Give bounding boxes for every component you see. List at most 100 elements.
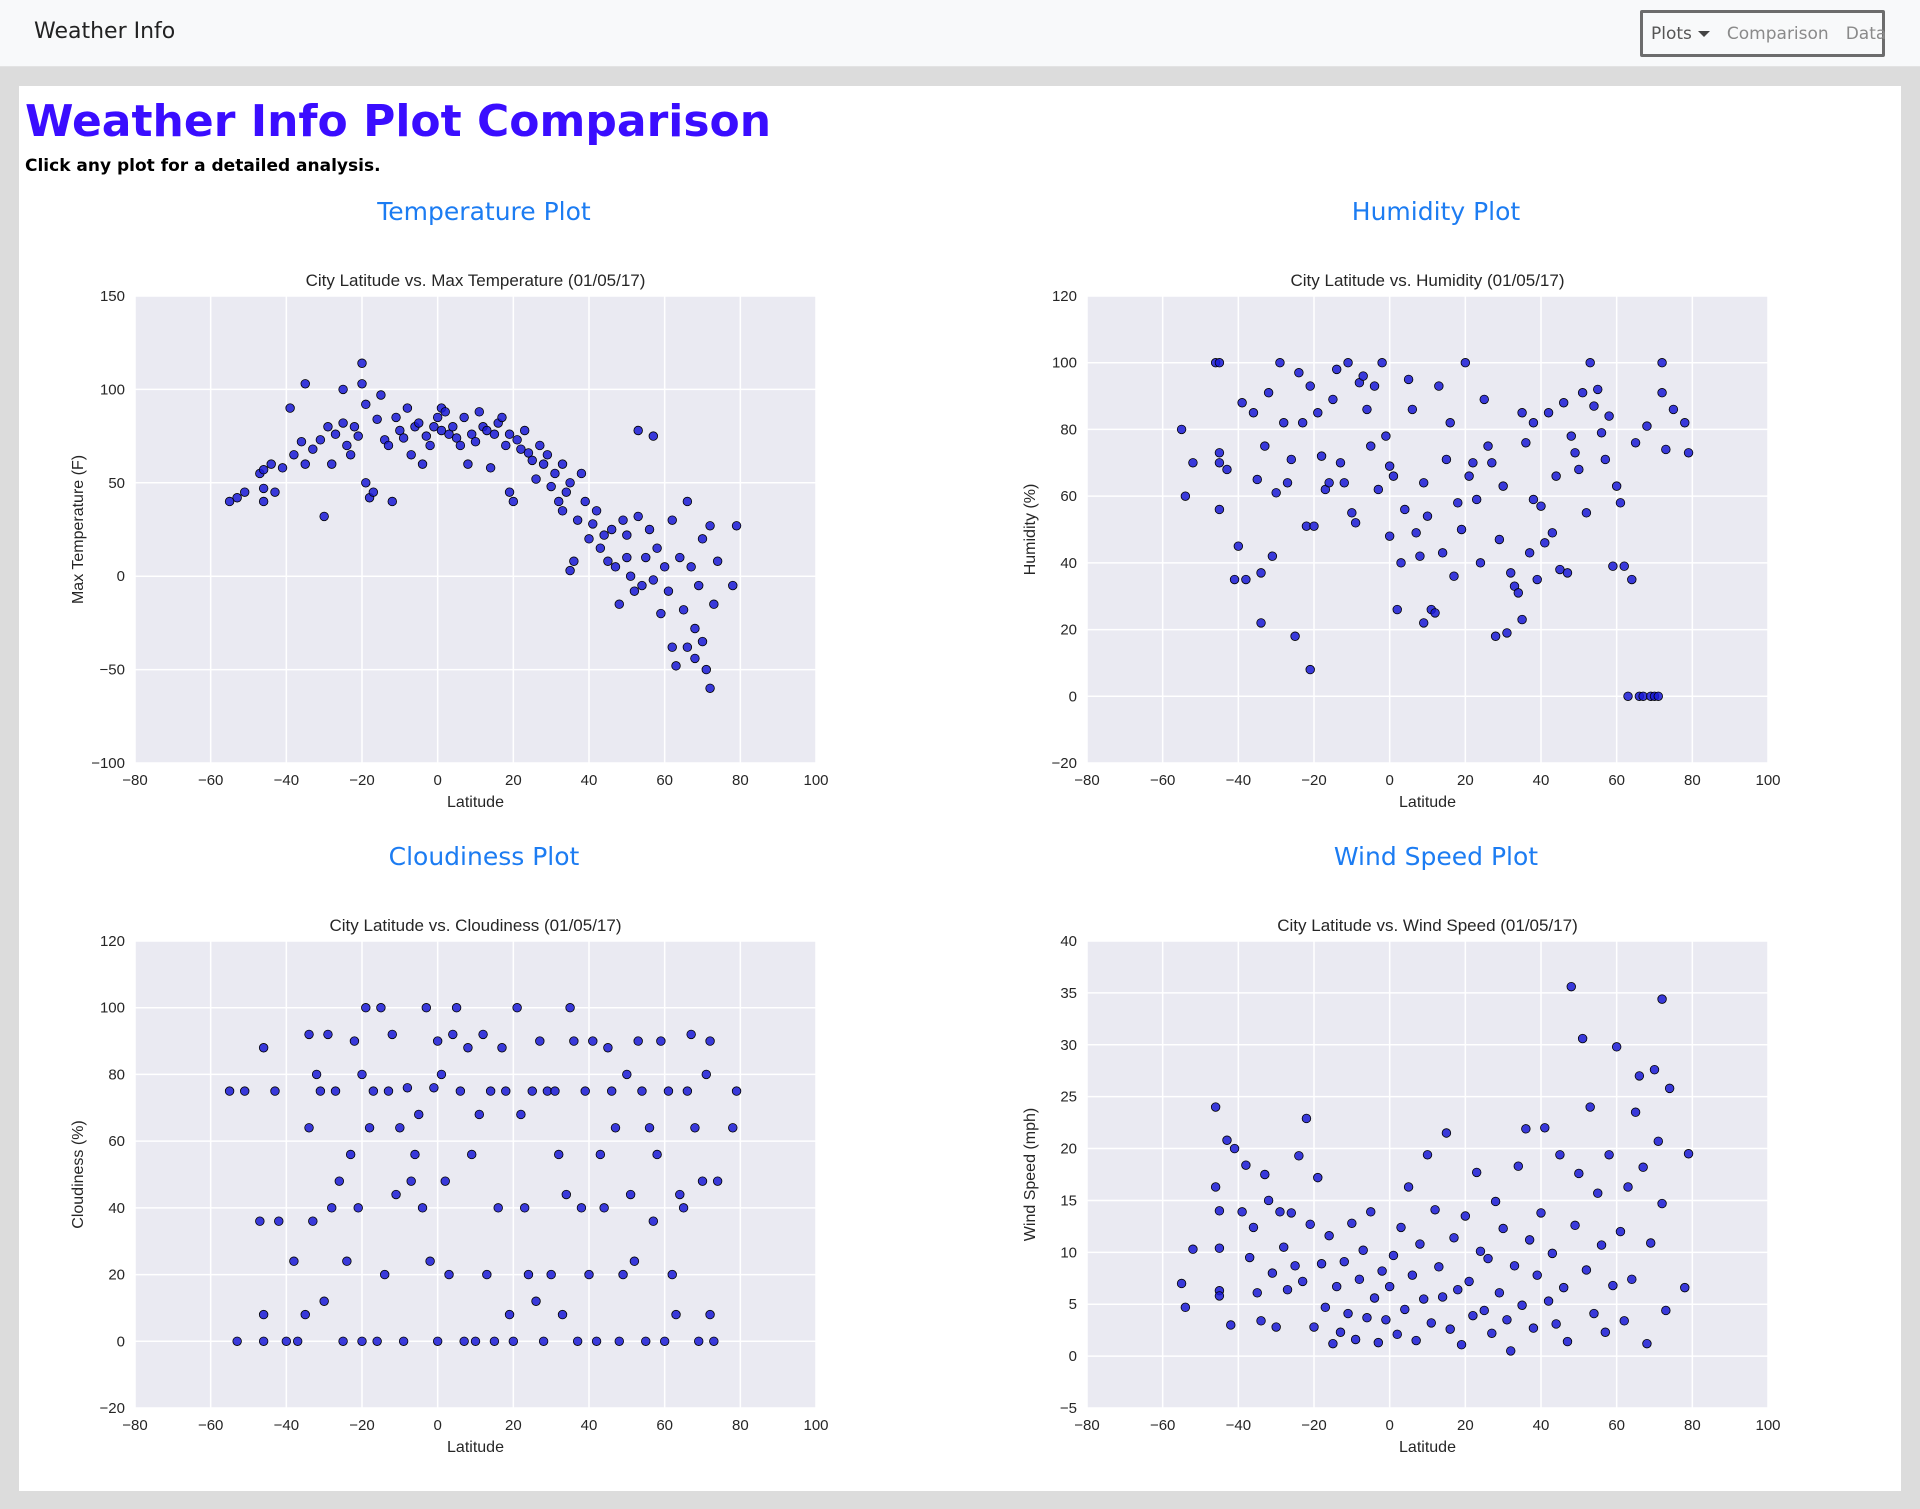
data-point: [1464, 471, 1474, 481]
data-point: [607, 1086, 617, 1096]
data-point: [535, 440, 545, 451]
data-point: [1589, 401, 1599, 411]
data-point: [1210, 1102, 1221, 1112]
nav-comparison-link[interactable]: Comparison: [1726, 23, 1829, 44]
humidity-plot-heading[interactable]: Humidity Plot: [1351, 197, 1521, 226]
data-point: [1309, 1322, 1319, 1332]
cloudiness-plot-heading[interactable]: Cloudiness Plot: [388, 842, 580, 871]
data-point: [436, 1069, 447, 1080]
data-point: [546, 481, 556, 492]
data-point: [417, 1203, 428, 1213]
data-point: [516, 1109, 526, 1120]
data-point: [584, 1269, 594, 1280]
brand-link[interactable]: Weather Info: [34, 19, 176, 44]
data-point: [1600, 454, 1611, 465]
data-point: [1290, 1261, 1300, 1271]
data-point: [482, 1269, 492, 1280]
data-point: [1407, 1270, 1418, 1280]
data-point: [1301, 1113, 1312, 1124]
data-point: [1366, 441, 1376, 451]
data-point: [538, 459, 549, 469]
x-axis-label: Latitude: [1399, 794, 1456, 811]
data-point: [1585, 1102, 1595, 1112]
data-point: [334, 1176, 345, 1186]
data-point: [565, 565, 575, 576]
data-point: [663, 586, 674, 596]
nav-data-link[interactable]: Data: [1845, 23, 1887, 44]
data-point: [1566, 981, 1576, 992]
data-point: [402, 1083, 413, 1093]
data-point: [444, 429, 454, 439]
data-point: [535, 1036, 545, 1046]
data-point: [429, 422, 439, 432]
y-tick-label: 10: [1060, 1244, 1077, 1261]
data-point: [512, 435, 522, 445]
data-point: [432, 1036, 443, 1046]
x-tick-label: −80: [122, 772, 147, 789]
data-point: [1608, 561, 1618, 571]
data-point: [1422, 511, 1433, 521]
humidity-plot[interactable]: City Latitude vs. Humidity (01/05/17) −80…: [1007, 268, 1837, 811]
data-point: [1176, 1278, 1187, 1289]
data-point: [1475, 1246, 1486, 1256]
wind-speed-plot-heading[interactable]: Wind Speed Plot: [1333, 842, 1539, 871]
data-point: [1256, 568, 1266, 578]
data-point: [527, 455, 537, 466]
data-point: [406, 1176, 416, 1186]
y-tick-label: 120: [1052, 288, 1077, 305]
data-point: [1377, 358, 1387, 368]
data-point: [395, 425, 405, 436]
x-tick-label: −40: [1226, 772, 1251, 789]
data-point: [224, 496, 235, 507]
data-point: [451, 433, 462, 443]
data-point: [1657, 1198, 1667, 1209]
data-point: [1604, 411, 1614, 421]
data-point: [1464, 1276, 1474, 1287]
temperature-plot[interactable]: City Latitude vs. Max Temperature (01/05…: [55, 268, 885, 811]
data-point: [1214, 458, 1225, 468]
y-tick-label: 150: [100, 288, 125, 305]
data-point: [705, 683, 715, 693]
data-point: [327, 1203, 337, 1213]
data-point: [376, 390, 386, 400]
data-point: [1562, 1336, 1573, 1347]
data-point: [1441, 454, 1452, 465]
data-point: [569, 1036, 579, 1046]
data-point: [1680, 418, 1690, 428]
data-point: [1313, 408, 1323, 418]
data-point: [576, 468, 587, 479]
data-point: [421, 431, 432, 441]
data-point: [1502, 628, 1512, 638]
data-point: [1316, 451, 1327, 461]
x-tick-label: 20: [505, 772, 522, 789]
data-point: [1517, 614, 1527, 625]
x-tick-label: 80: [732, 772, 749, 789]
x-tick-label: 40: [1533, 1417, 1550, 1434]
data-point: [633, 1036, 643, 1046]
data-point: [1297, 1276, 1308, 1287]
plot-area: [135, 941, 816, 1408]
data-point: [1498, 481, 1508, 491]
data-point: [1479, 1305, 1489, 1316]
data-point: [625, 1189, 636, 1200]
wind-speed-plot[interactable]: City Latitude vs. Wind Speed (01/05/17) −…: [1007, 913, 1837, 1456]
data-point: [1411, 1335, 1421, 1346]
data-point: [697, 534, 708, 544]
plots-dropdown[interactable]: Plots: [1651, 24, 1710, 44]
data-point: [694, 580, 704, 591]
data-point: [1460, 1211, 1471, 1221]
data-point: [410, 1149, 420, 1160]
cloudiness-plot[interactable]: City Latitude vs. Cloudiness (01/05/17) −…: [55, 913, 885, 1456]
data-point: [1581, 508, 1592, 518]
temperature-plot-heading[interactable]: Temperature Plot: [377, 197, 591, 226]
data-point: [338, 1336, 348, 1346]
data-point: [1661, 1305, 1671, 1316]
data-point: [1657, 388, 1667, 398]
x-tick-label: 20: [505, 1417, 522, 1434]
data-point: [1267, 1268, 1278, 1278]
chart-title: City Latitude vs. Wind Speed (01/05/17): [1277, 916, 1578, 935]
data-point: [277, 463, 288, 473]
data-point: [1388, 471, 1399, 481]
data-point: [485, 463, 496, 473]
data-point: [1271, 1322, 1281, 1332]
